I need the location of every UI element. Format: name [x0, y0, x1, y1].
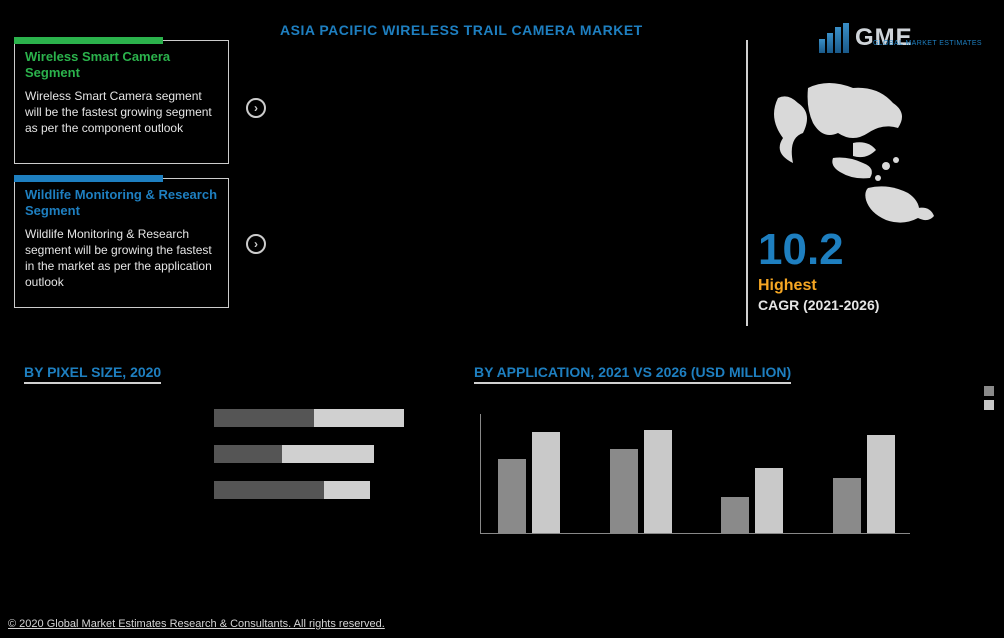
bar — [833, 478, 861, 533]
bar — [610, 449, 638, 533]
bar-group — [498, 432, 560, 533]
card-title: Wildlife Monitoring & Research Segment — [25, 187, 218, 220]
hbar-row — [24, 444, 454, 464]
legend-item — [984, 386, 1000, 396]
card-accent-bar — [14, 37, 163, 44]
application-chart: BY APPLICATION, 2021 VS 2026 (USD MILLIO… — [460, 364, 940, 552]
card-accent-bar — [14, 175, 163, 182]
copyright-text: © 2020 Global Market Estimates Research … — [8, 618, 385, 630]
logo-text: GME — [855, 24, 913, 52]
bar-plot-area — [480, 414, 910, 534]
page-title: ASIA PACIFIC WIRELESS TRAIL CAMERA MARKE… — [280, 22, 643, 38]
bar — [755, 468, 783, 533]
hbar-track — [214, 481, 414, 499]
bar-group — [833, 435, 895, 533]
asia-pacific-map-icon — [758, 68, 958, 228]
pixel-size-chart: BY PIXEL SIZE, 2020 — [24, 364, 454, 516]
highest-label: Highest — [758, 277, 984, 295]
logo-subtext: GLOBAL MARKET ESTIMATES — [873, 40, 982, 47]
card-body: Wireless Smart Camera segment will be th… — [25, 88, 218, 137]
hbar-track — [214, 445, 414, 463]
region-stat-block: 10.2 Highest CAGR (2021-2026) — [758, 68, 984, 313]
chart-title: BY APPLICATION, 2021 VS 2026 (USD MILLIO… — [474, 364, 791, 384]
hbar-track — [214, 409, 414, 427]
logo-bars-icon — [819, 23, 849, 53]
legend-item — [984, 400, 1000, 410]
bar — [498, 459, 526, 533]
cagr-value: 10.2 — [758, 225, 984, 275]
hbar-row — [24, 480, 454, 500]
card-title: Wireless Smart Camera Segment — [25, 49, 218, 82]
cagr-label: CAGR (2021-2026) — [758, 297, 984, 313]
legend-swatch — [984, 400, 994, 410]
logo: GME — [819, 14, 984, 62]
bar — [721, 497, 749, 533]
legend-swatch — [984, 386, 994, 396]
bar — [867, 435, 895, 533]
chevron-right-icon: › — [246, 234, 266, 254]
bar-group — [721, 468, 783, 533]
legend — [984, 386, 1000, 414]
segment-card-wildlife: Wildlife Monitoring & Research Segment W… — [14, 178, 229, 308]
chart-title: BY PIXEL SIZE, 2020 — [24, 364, 161, 384]
chevron-right-icon: › — [246, 98, 266, 118]
vertical-divider — [746, 40, 748, 326]
segment-card-smart-camera: Wireless Smart Camera Segment Wireless S… — [14, 40, 229, 164]
hbar-row — [24, 408, 454, 428]
bar — [644, 430, 672, 533]
card-body: Wildlife Monitoring & Research segment w… — [25, 226, 218, 291]
bar-group — [610, 430, 672, 533]
bar — [532, 432, 560, 533]
